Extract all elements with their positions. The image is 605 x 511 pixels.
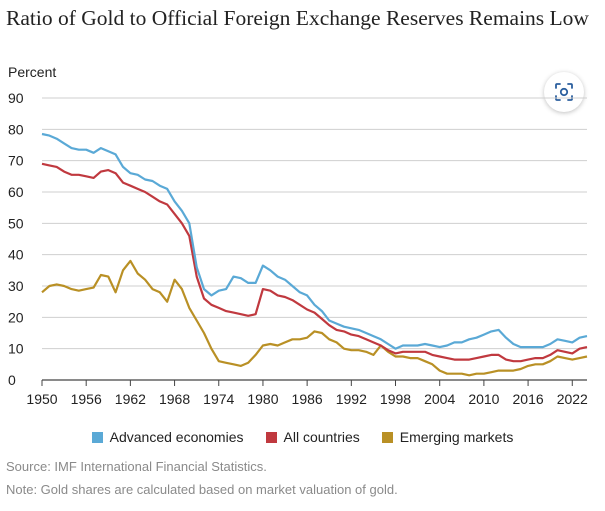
x-tick-label: 1992 <box>336 391 367 407</box>
legend-swatch-all-countries <box>265 431 277 443</box>
legend-label-all-countries: All countries <box>283 429 360 445</box>
legend-swatch-emerging <box>381 431 393 443</box>
y-tick-label: 40 <box>8 247 24 263</box>
x-tick-label: 2022 <box>557 391 588 407</box>
y-axis-ticks: 0 10 20 30 40 50 60 70 80 90 <box>8 90 24 388</box>
x-tick-label: 1950 <box>26 391 57 407</box>
legend-swatch-advanced <box>91 431 103 443</box>
x-tick-label: 1980 <box>247 391 278 407</box>
legend-item-emerging: Emerging markets <box>381 429 514 445</box>
y-tick-label: 0 <box>8 372 16 388</box>
y-tick-label: 30 <box>8 278 24 294</box>
x-tick-label: 1956 <box>71 391 102 407</box>
legend-item-all-countries: All countries <box>265 429 360 445</box>
x-tick-label: 2004 <box>424 391 455 407</box>
x-tick-label: 1974 <box>203 391 234 407</box>
gridlines <box>42 97 587 381</box>
legend-label-advanced: Advanced economies <box>109 429 244 445</box>
y-tick-label: 20 <box>8 309 24 325</box>
y-tick-label: 60 <box>8 184 24 200</box>
x-tick-label: 1968 <box>159 391 190 407</box>
y-axis-unit-label: Percent <box>8 64 57 80</box>
x-tick-label: 2016 <box>513 391 544 407</box>
y-tick-label: 50 <box>8 215 24 231</box>
chart-title: Ratio of Gold to Official Foreign Exchan… <box>6 6 589 30</box>
x-tick-label: 1998 <box>380 391 411 407</box>
x-tick-label: 1962 <box>115 391 146 407</box>
series-line-advanced-economies <box>41 132 588 350</box>
series-line-all-countries <box>41 162 588 363</box>
visual-search-button[interactable] <box>544 72 584 112</box>
legend-label-emerging: Emerging markets <box>399 429 514 445</box>
gold-ratio-line-chart: 0 10 20 30 40 50 60 70 80 90 1950 1956 1962 1968 1974… <box>8 90 588 407</box>
legend-item-advanced: Advanced economies <box>91 429 244 445</box>
y-tick-label: 10 <box>8 341 24 357</box>
y-tick-label: 70 <box>8 153 24 169</box>
series-lines <box>41 132 588 377</box>
y-tick-label: 80 <box>8 121 24 137</box>
x-tick-label: 1986 <box>292 391 323 407</box>
x-axis-ticks: 1950 1956 1962 1968 1974 1980 1986 1992 1998 2004… <box>26 380 588 407</box>
series-line-emerging-markets <box>41 259 588 377</box>
source-note: Source: IMF International Financial Stat… <box>6 459 267 474</box>
x-tick-label: 2010 <box>468 391 499 407</box>
scan-image-icon <box>555 83 573 101</box>
y-tick-label: 90 <box>8 90 24 106</box>
methodology-note: Note: Gold shares are calculated based o… <box>6 482 398 497</box>
chart-legend: Advanced economies All countries Emergin… <box>0 429 605 445</box>
